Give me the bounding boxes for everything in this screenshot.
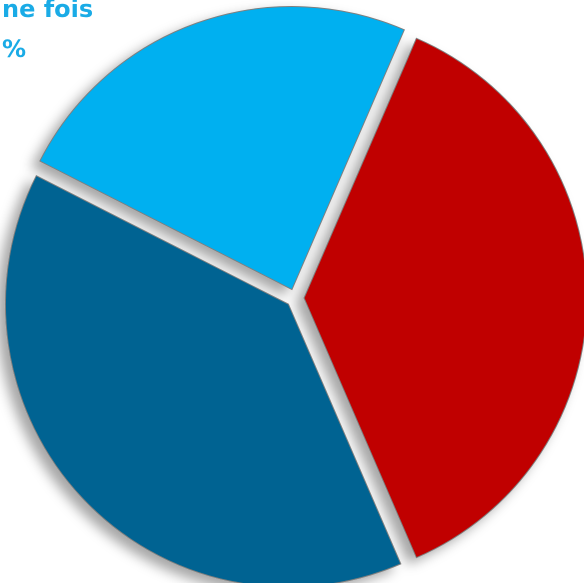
pie-slice <box>4 175 402 583</box>
pie <box>4 6 584 583</box>
pie-slice <box>303 37 584 559</box>
annotation: ne fois <box>2 0 93 23</box>
annotation: % <box>2 35 26 63</box>
pie-slice <box>39 6 406 291</box>
